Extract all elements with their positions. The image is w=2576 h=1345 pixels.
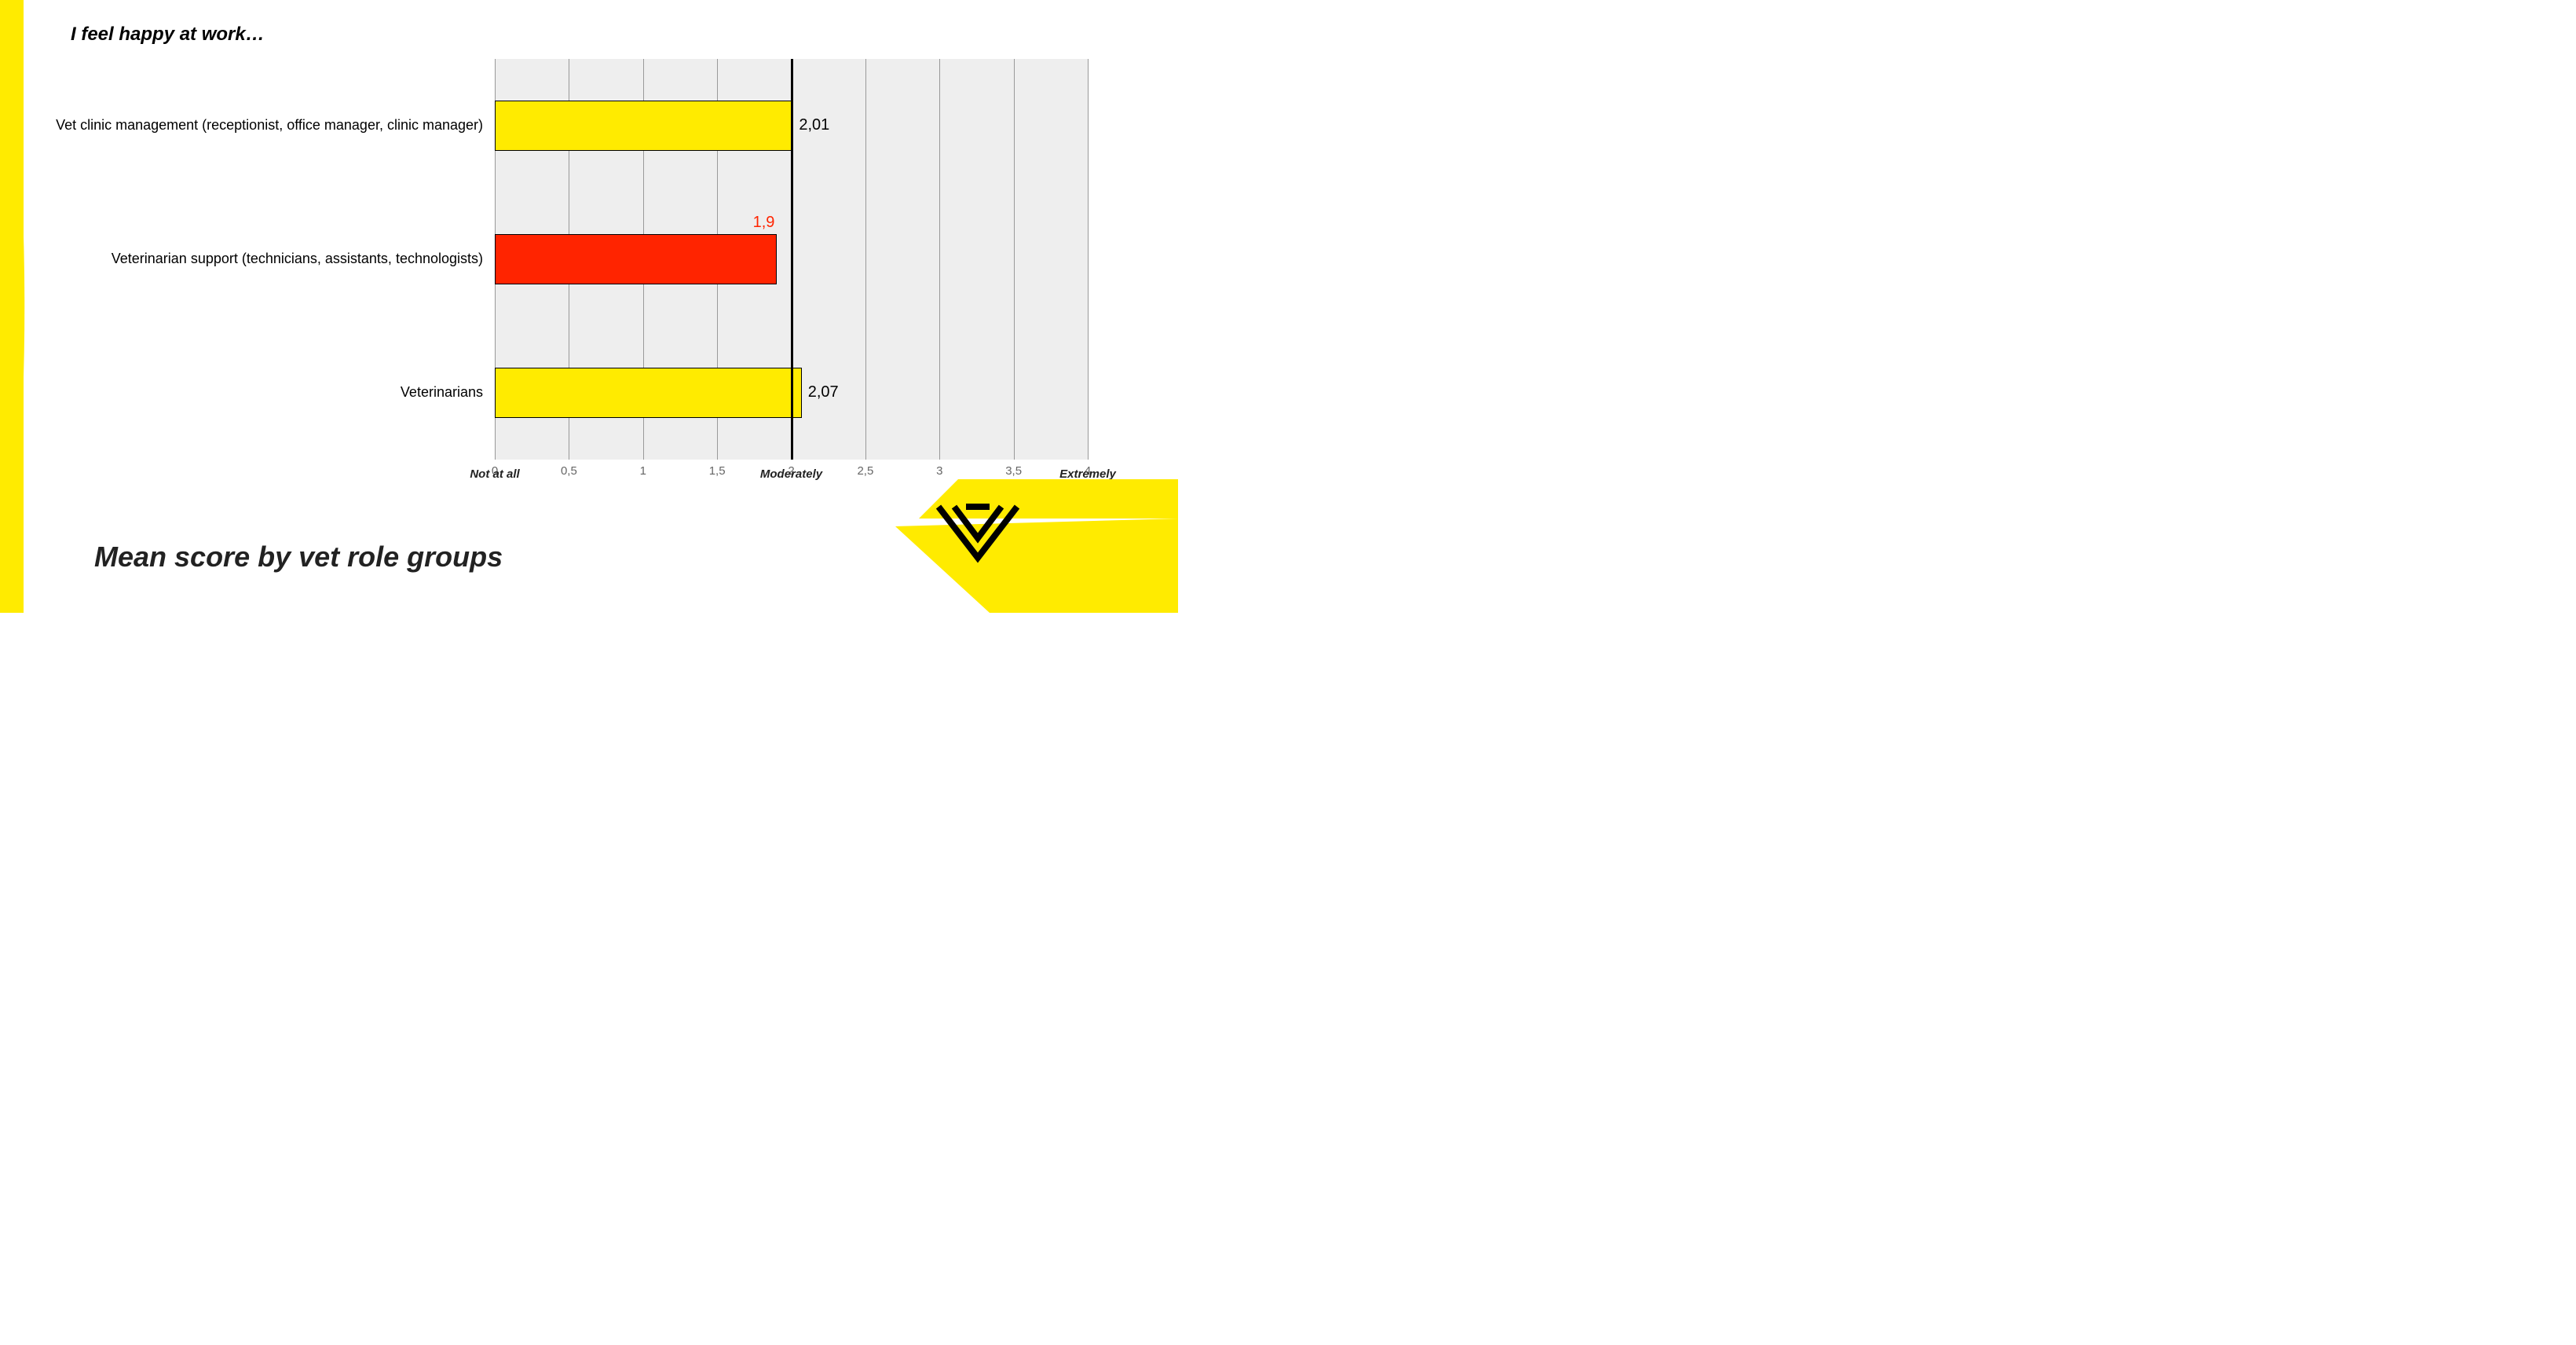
gridline xyxy=(1088,59,1089,460)
gridline xyxy=(1014,59,1015,460)
gridline xyxy=(939,59,940,460)
category-label: Vet clinic management (receptionist, off… xyxy=(43,117,483,134)
accent-parallelogram xyxy=(864,479,1178,613)
bar xyxy=(495,101,792,152)
x-tick-label: 0,5 xyxy=(561,464,577,478)
x-tick-label: 3,5 xyxy=(1005,464,1022,478)
x-tick-label: 3 xyxy=(936,464,942,478)
gridline xyxy=(865,59,866,460)
bar-value-label: 2,01 xyxy=(799,116,829,134)
category-label: Veterinarian support (technicians, assis… xyxy=(43,251,483,267)
category-label: Veterinarians xyxy=(43,384,483,401)
brand-logo-icon xyxy=(935,503,1021,566)
bar-value-label: 1,9 xyxy=(753,214,775,232)
x-tick-label: 1,5 xyxy=(709,464,726,478)
x-tick-label: 1 xyxy=(640,464,646,478)
bar xyxy=(495,368,802,419)
x-tick-label: 2,5 xyxy=(857,464,873,478)
bar xyxy=(495,234,777,285)
bar-value-label: 2,07 xyxy=(808,383,839,401)
x-axis-annotation: Not at all xyxy=(470,467,519,481)
reference-line xyxy=(791,59,793,460)
x-axis-annotation: Moderately xyxy=(760,467,822,481)
footer-title: Mean score by vet role groups xyxy=(94,541,503,574)
